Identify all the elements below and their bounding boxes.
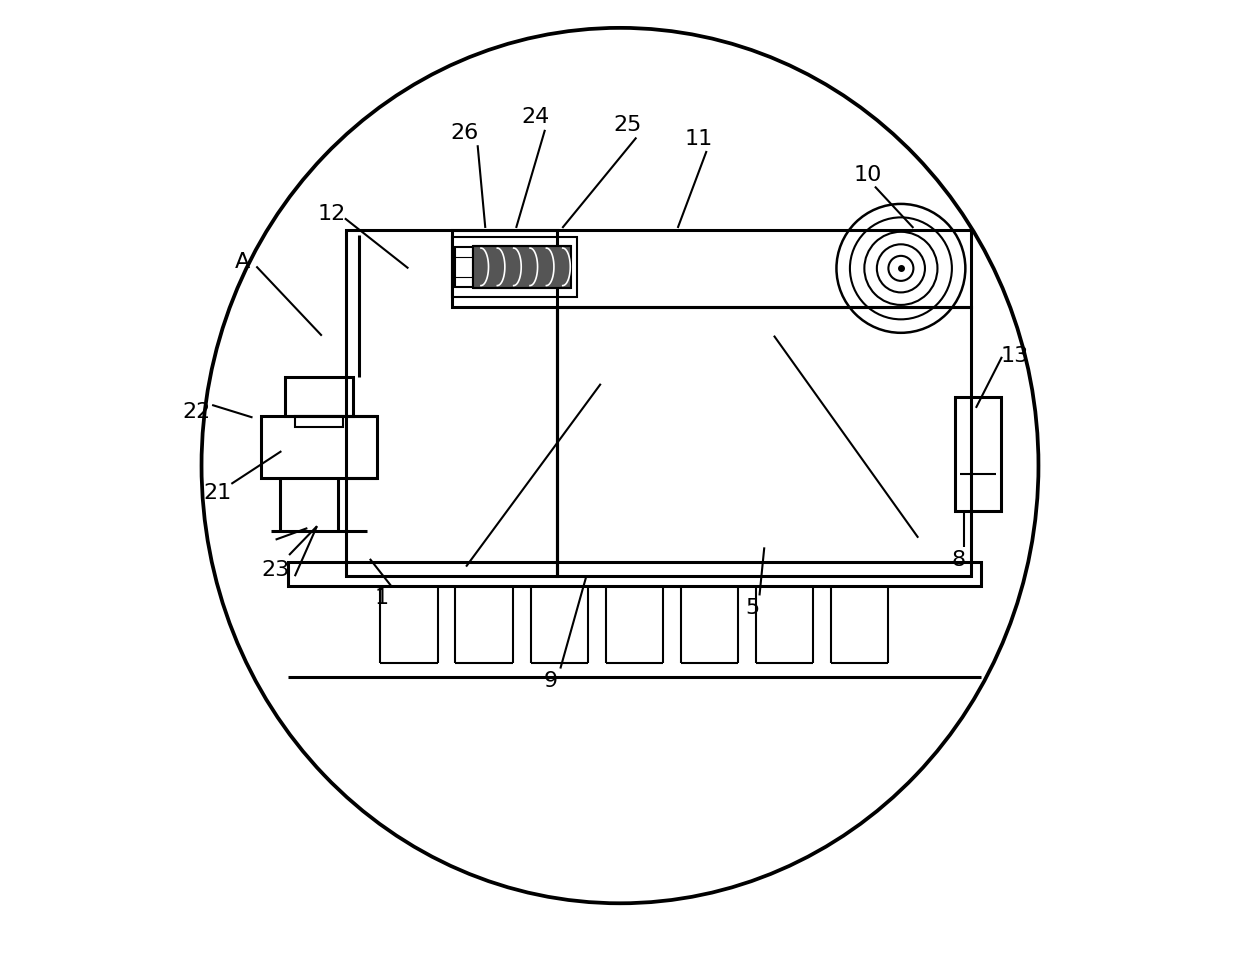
- Text: 24: 24: [521, 108, 549, 127]
- Bar: [558, 308, 971, 577]
- Text: 11: 11: [684, 129, 713, 148]
- Text: 22: 22: [182, 402, 211, 421]
- Text: 8: 8: [951, 550, 966, 569]
- Bar: [451, 237, 577, 297]
- Text: 21: 21: [203, 482, 232, 502]
- Bar: [472, 246, 570, 288]
- Text: 5: 5: [745, 598, 760, 617]
- Text: 12: 12: [317, 204, 346, 223]
- Bar: [262, 416, 377, 479]
- Bar: [455, 248, 472, 287]
- Text: 23: 23: [262, 559, 290, 579]
- Bar: [955, 398, 1001, 511]
- Bar: [295, 416, 343, 428]
- Text: 1: 1: [374, 588, 388, 607]
- Text: 25: 25: [614, 115, 642, 135]
- Bar: [288, 562, 981, 586]
- Text: 9: 9: [543, 671, 558, 690]
- Text: 13: 13: [1001, 346, 1028, 365]
- Text: 26: 26: [450, 123, 479, 142]
- Text: 10: 10: [854, 165, 883, 185]
- Bar: [451, 231, 971, 308]
- Bar: [346, 231, 558, 577]
- Bar: [285, 378, 352, 416]
- Text: A: A: [236, 252, 250, 271]
